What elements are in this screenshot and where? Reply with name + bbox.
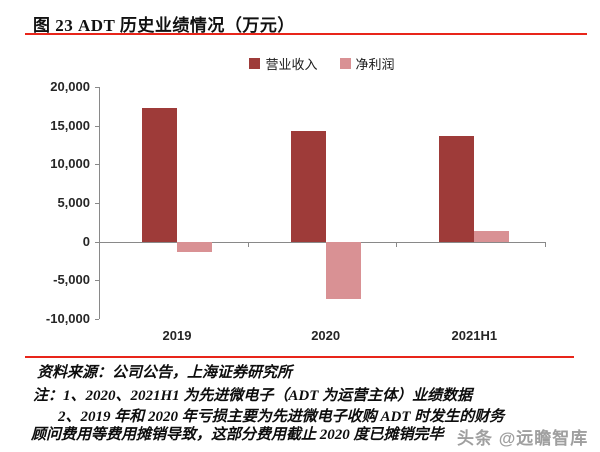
legend-label-net-profit: 净利润 <box>355 57 395 72</box>
x-axis-line <box>99 241 545 243</box>
note-line-3: 顾问费用等费用摊销导致，这部分费用截止 2020 度已摊销完毕 <box>31 427 444 443</box>
x-axis-tick <box>396 241 398 247</box>
legend-label-revenue: 营业收入 <box>265 57 318 72</box>
bar-营业收入-2020 <box>290 131 326 242</box>
y-axis-tick <box>95 241 99 243</box>
note-line-1: 注：1、2020、2021H1 为先进微电子（ADT 为运营主体）业绩数据 <box>33 388 473 404</box>
legend-item-revenue: 营业收入 <box>249 54 318 73</box>
bar-营业收入-2019 <box>142 107 177 242</box>
bar-净利润-2019 <box>177 241 212 253</box>
y-axis-tick <box>95 319 99 320</box>
x-axis-label: 2021H1 <box>451 328 498 343</box>
x-axis-label: 2019 <box>162 328 192 343</box>
y-axis-tick <box>95 125 99 127</box>
y-axis-tick <box>95 164 99 166</box>
y-axis-label: -5,000 <box>53 272 90 288</box>
legend-item-net-profit: 净利润 <box>339 54 395 73</box>
source-line: 资料来源：公司公告，上海证券研究所 <box>37 365 293 381</box>
net-profit-swatch-icon <box>339 58 351 69</box>
footer-red-rule <box>25 356 574 358</box>
y-axis-tick <box>95 87 99 88</box>
y-axis-label: 20,000 <box>50 79 90 94</box>
title-red-rule <box>25 33 587 35</box>
x-axis-tick <box>247 241 249 247</box>
bar-净利润-2020 <box>325 241 361 299</box>
y-axis-label: -10,000 <box>45 311 90 326</box>
y-axis-label: 15,000 <box>50 117 90 133</box>
y-axis-line <box>99 87 100 319</box>
y-axis-tick <box>95 280 99 282</box>
note-line-2: 2、2019 年和 2020 年亏损主要为先进微电子收购 ADT 时发生的财务 <box>58 409 505 425</box>
watermark: 头条 @远瞻智库 <box>457 429 589 448</box>
chart-legend: 营业收入 净利润 <box>99 54 545 73</box>
revenue-swatch-icon <box>249 58 261 69</box>
y-axis-label: 5,000 <box>57 195 90 210</box>
bar-营业收入-2021H1 <box>439 136 475 242</box>
y-axis-label: 10,000 <box>50 156 90 172</box>
figure-title: 图 23 ADT 历史业绩情况（万元） <box>33 16 295 35</box>
x-axis-label: 2020 <box>311 328 341 343</box>
y-axis-label: 0 <box>82 233 90 249</box>
x-axis-tick <box>545 241 546 247</box>
y-axis-tick <box>95 203 99 204</box>
bar-净利润-2021H1 <box>474 230 510 242</box>
